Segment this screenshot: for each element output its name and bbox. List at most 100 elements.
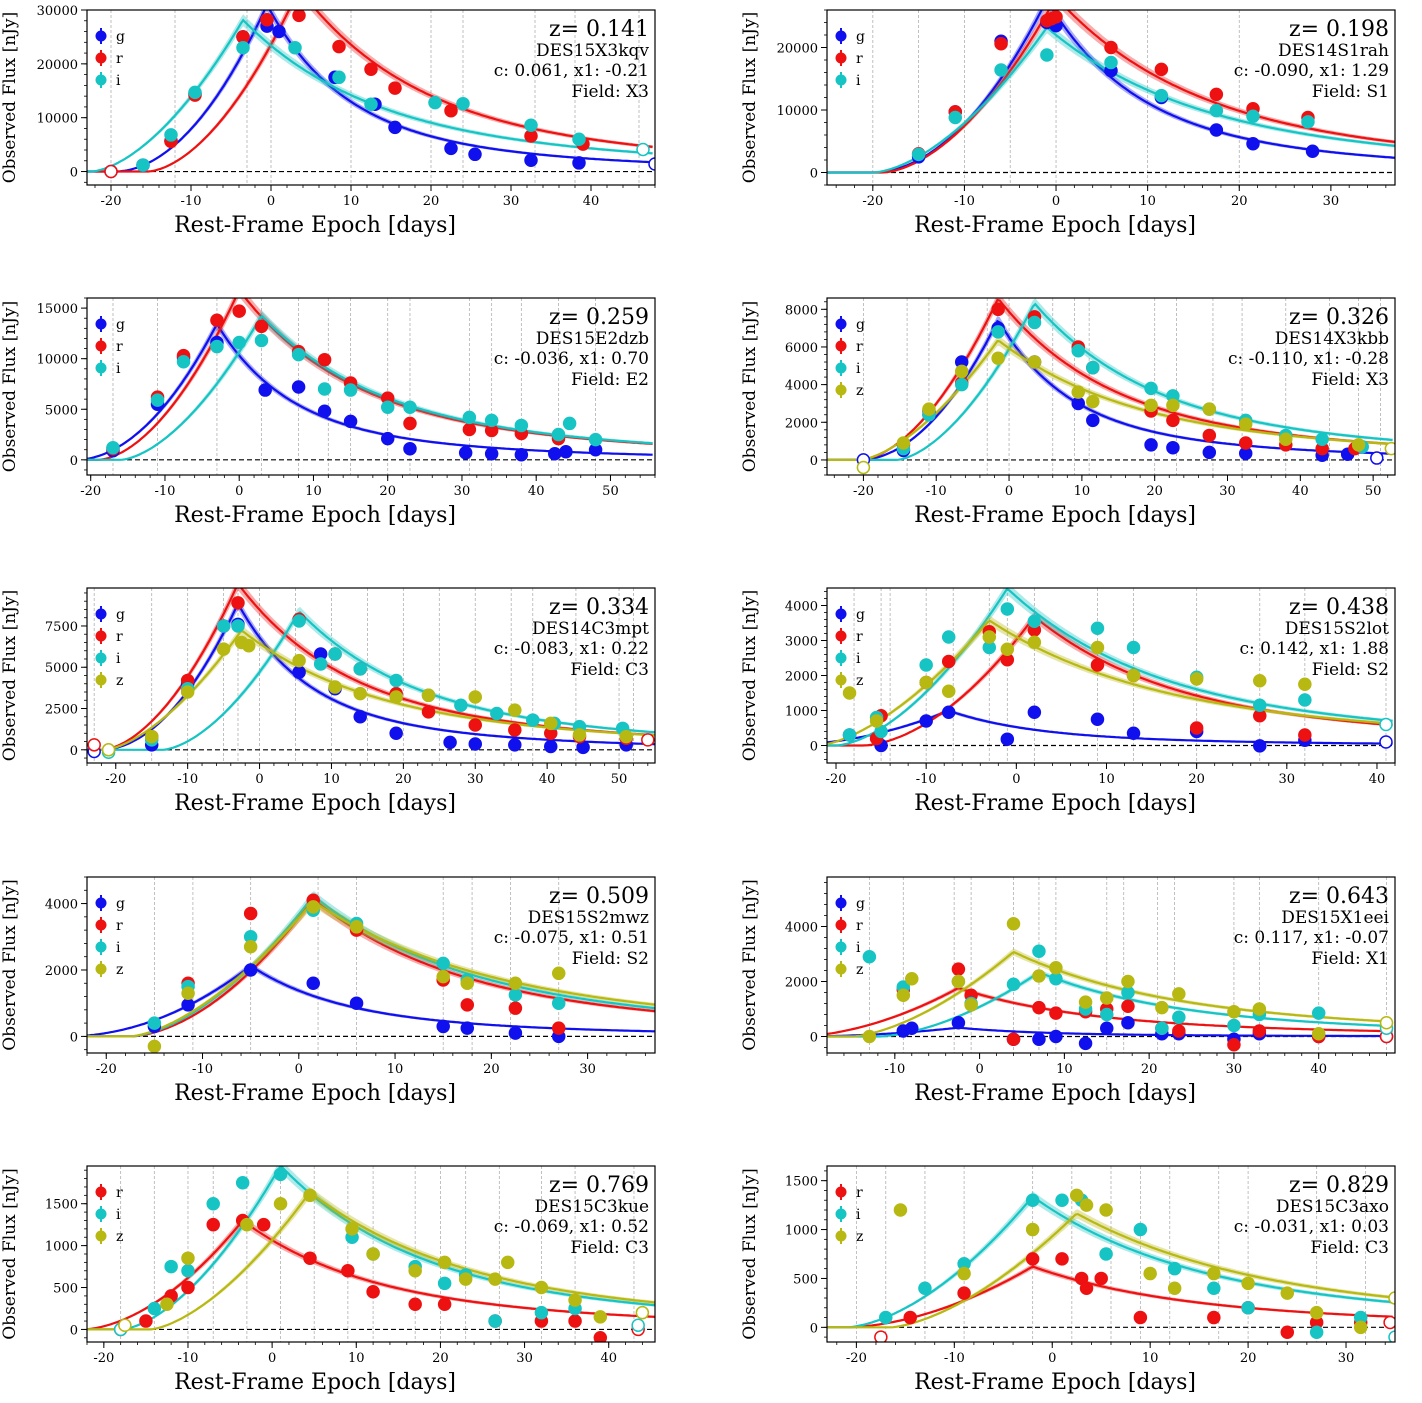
legend-marker-g	[835, 897, 847, 909]
x-tick-label: 40	[600, 1351, 617, 1366]
data-point-z	[1353, 1320, 1368, 1335]
x-tick-label: 40	[583, 194, 600, 209]
x-tick-label: 0	[1048, 1351, 1056, 1366]
y-tick-label: 0	[810, 740, 818, 755]
legend-label-z: z	[116, 1229, 123, 1245]
sn-name-label: DES15S2mwz	[528, 908, 649, 928]
data-point-g	[243, 963, 258, 977]
data-point-z	[1155, 1000, 1169, 1015]
x-tick-label: 40	[1292, 484, 1309, 499]
data-point-z	[1227, 1005, 1241, 1019]
data-point-i	[1311, 1006, 1326, 1020]
y-tick-label: 20000	[777, 42, 818, 57]
legend-label-z: z	[856, 1229, 863, 1245]
x-axis-label: Rest-Frame Epoch [days]	[914, 503, 1196, 528]
data-point-r	[462, 422, 477, 437]
data-point-z	[508, 976, 523, 991]
data-point-z	[572, 728, 587, 742]
field-label: Field: X1	[1311, 949, 1389, 969]
sn-name-label: DES14X3kbb	[1275, 329, 1389, 349]
redshift-label: z= 0.198	[1289, 17, 1389, 42]
data-point-z	[919, 675, 933, 690]
data-point-i	[562, 416, 577, 431]
x-tick-label: 20	[1231, 194, 1248, 209]
data-point-z	[1379, 1016, 1394, 1030]
data-point-i	[911, 147, 926, 162]
data-point-r	[994, 37, 1008, 51]
redshift-label: z= 0.141	[549, 17, 649, 42]
data-point-r	[468, 718, 483, 732]
data-point-i	[1301, 115, 1315, 129]
data-point-r	[206, 1217, 220, 1232]
data-point-z	[181, 986, 195, 1000]
model-curve-z	[827, 339, 1393, 461]
x-tick-label: -20	[846, 1351, 867, 1366]
field-label: Field: X3	[1311, 370, 1389, 390]
x-tick-label: 10	[323, 772, 340, 787]
data-point-i	[216, 619, 231, 633]
x-tick-label: 50	[602, 484, 619, 499]
data-point-z	[436, 969, 450, 984]
data-point-z	[1126, 668, 1141, 683]
data-point-i	[994, 63, 1008, 77]
sn-name-label: DES15S2lot	[1285, 619, 1389, 639]
data-point-i	[210, 339, 224, 354]
data-point-z	[1100, 991, 1114, 1005]
data-point-i	[1133, 1222, 1148, 1237]
data-point-z	[1189, 672, 1204, 686]
data-point-i	[291, 347, 306, 362]
data-point-i	[991, 325, 1005, 339]
data-point-r	[1006, 1032, 1021, 1046]
data-point-g	[508, 1026, 523, 1040]
data-point-g	[1370, 451, 1384, 465]
y-axis-label: Observed Flux [nJy]	[740, 12, 760, 184]
y-tick-label: 10000	[777, 104, 818, 119]
field-label: Field: S2	[572, 949, 649, 969]
data-point-i	[551, 427, 566, 442]
model-curve-g	[827, 1026, 1393, 1038]
legend-marker-i	[835, 1208, 847, 1220]
x-tick-label: -20	[826, 772, 847, 787]
legend-marker-i	[95, 941, 107, 953]
data-point-i	[231, 619, 245, 633]
y-axis-label: Observed Flux [nJy]	[0, 879, 20, 1051]
data-point-i	[1154, 88, 1169, 103]
data-point-z	[1311, 1027, 1326, 1041]
data-point-g	[648, 157, 655, 171]
y-tick-label: 1500	[45, 1198, 78, 1213]
data-point-r	[1055, 1252, 1069, 1266]
data-point-i	[317, 382, 332, 396]
legend-label-i: i	[116, 73, 121, 89]
data-point-i	[1155, 1021, 1169, 1035]
data-point-g	[1166, 440, 1180, 455]
data-point-z	[508, 703, 522, 717]
model-curve-z	[827, 619, 1393, 746]
data-point-i	[1121, 985, 1135, 1000]
data-point-i	[1104, 55, 1118, 70]
data-point-z	[1144, 398, 1158, 413]
data-point-i	[428, 95, 442, 110]
data-point-r	[1209, 87, 1224, 102]
legend-marker-r	[835, 919, 847, 931]
data-point-r	[231, 596, 245, 610]
legend-marker-r	[95, 919, 107, 931]
y-tick-label: 0	[810, 167, 818, 182]
data-point-g	[403, 441, 417, 456]
x-axis-label: Rest-Frame Epoch [days]	[174, 791, 456, 816]
data-point-z	[1000, 642, 1015, 656]
legend-marker-i	[835, 941, 847, 953]
legend-marker-r	[95, 340, 107, 352]
data-point-z	[1006, 917, 1021, 931]
model-curve-z	[87, 900, 655, 1038]
x-tick-label: -20	[101, 194, 122, 209]
data-point-r	[1121, 999, 1135, 1013]
legend-label-i: i	[856, 361, 861, 377]
redshift-label: z= 0.643	[1289, 884, 1389, 909]
x-axis-label: Rest-Frame Epoch [days]	[914, 1370, 1196, 1395]
sn-name-label: DES14S1rah	[1278, 41, 1389, 61]
y-tick-label: 1000	[45, 1240, 78, 1255]
x-tick-label: 40	[528, 484, 545, 499]
data-point-g	[514, 448, 529, 462]
fit-params-label: c: -0.075, x1: 0.51	[494, 928, 649, 948]
model-curve-r	[827, 1265, 1393, 1329]
